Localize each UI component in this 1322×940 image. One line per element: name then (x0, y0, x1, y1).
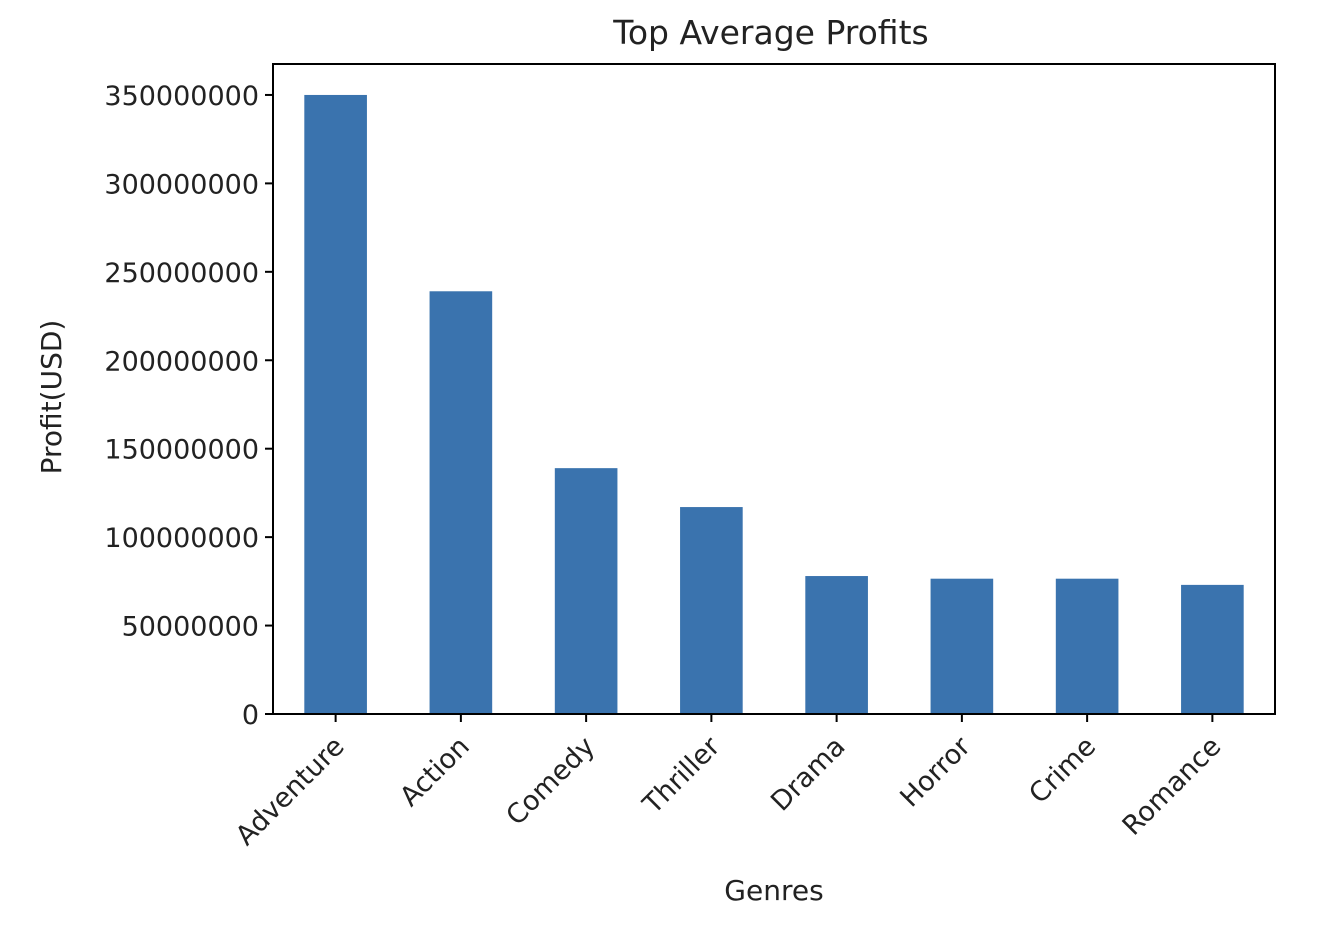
y-axis: 0 50000000 100000000 150000000 200000000 2500… (104, 81, 273, 731)
plot-frame (272, 63, 1276, 715)
chart-title: Top Average Profits (612, 13, 928, 52)
x-tick-label: Horror (894, 730, 977, 813)
x-tick-label: Crime (1023, 731, 1102, 810)
y-tick-label: 100000000 (104, 523, 259, 554)
y-tick-label: 0 (242, 700, 259, 731)
bar-romance (1181, 584, 1244, 714)
x-tick-label: Comedy (500, 731, 601, 832)
bar-crime (1055, 578, 1119, 714)
x-tick-label: Romance (1117, 731, 1228, 842)
y-tick-label: 200000000 (104, 346, 259, 377)
y-tick-label: 350000000 (104, 81, 259, 112)
bar-action (429, 291, 493, 714)
bar-horror (930, 578, 994, 714)
x-tick-label: Adventure (230, 731, 351, 852)
bar-group (304, 94, 1244, 714)
x-tick-label: Drama (765, 731, 851, 817)
x-axis: Adventure Action Comedy Thriller Drama Horror… (230, 714, 1227, 852)
bar-drama (805, 576, 868, 714)
y-tick-label: 150000000 (104, 435, 259, 466)
y-tick-label: 50000000 (122, 612, 259, 643)
x-tick-label: Thriller (637, 730, 727, 820)
y-tick-label: 300000000 (104, 169, 259, 200)
bar-adventure (304, 94, 367, 714)
bar-thriller (680, 507, 743, 714)
x-tick-label: Action (394, 731, 476, 813)
x-axis-title: Genres (724, 874, 823, 907)
y-axis-title: Profit(USD) (35, 320, 68, 475)
y-tick-label: 250000000 (104, 258, 259, 289)
bar-comedy (554, 468, 618, 714)
